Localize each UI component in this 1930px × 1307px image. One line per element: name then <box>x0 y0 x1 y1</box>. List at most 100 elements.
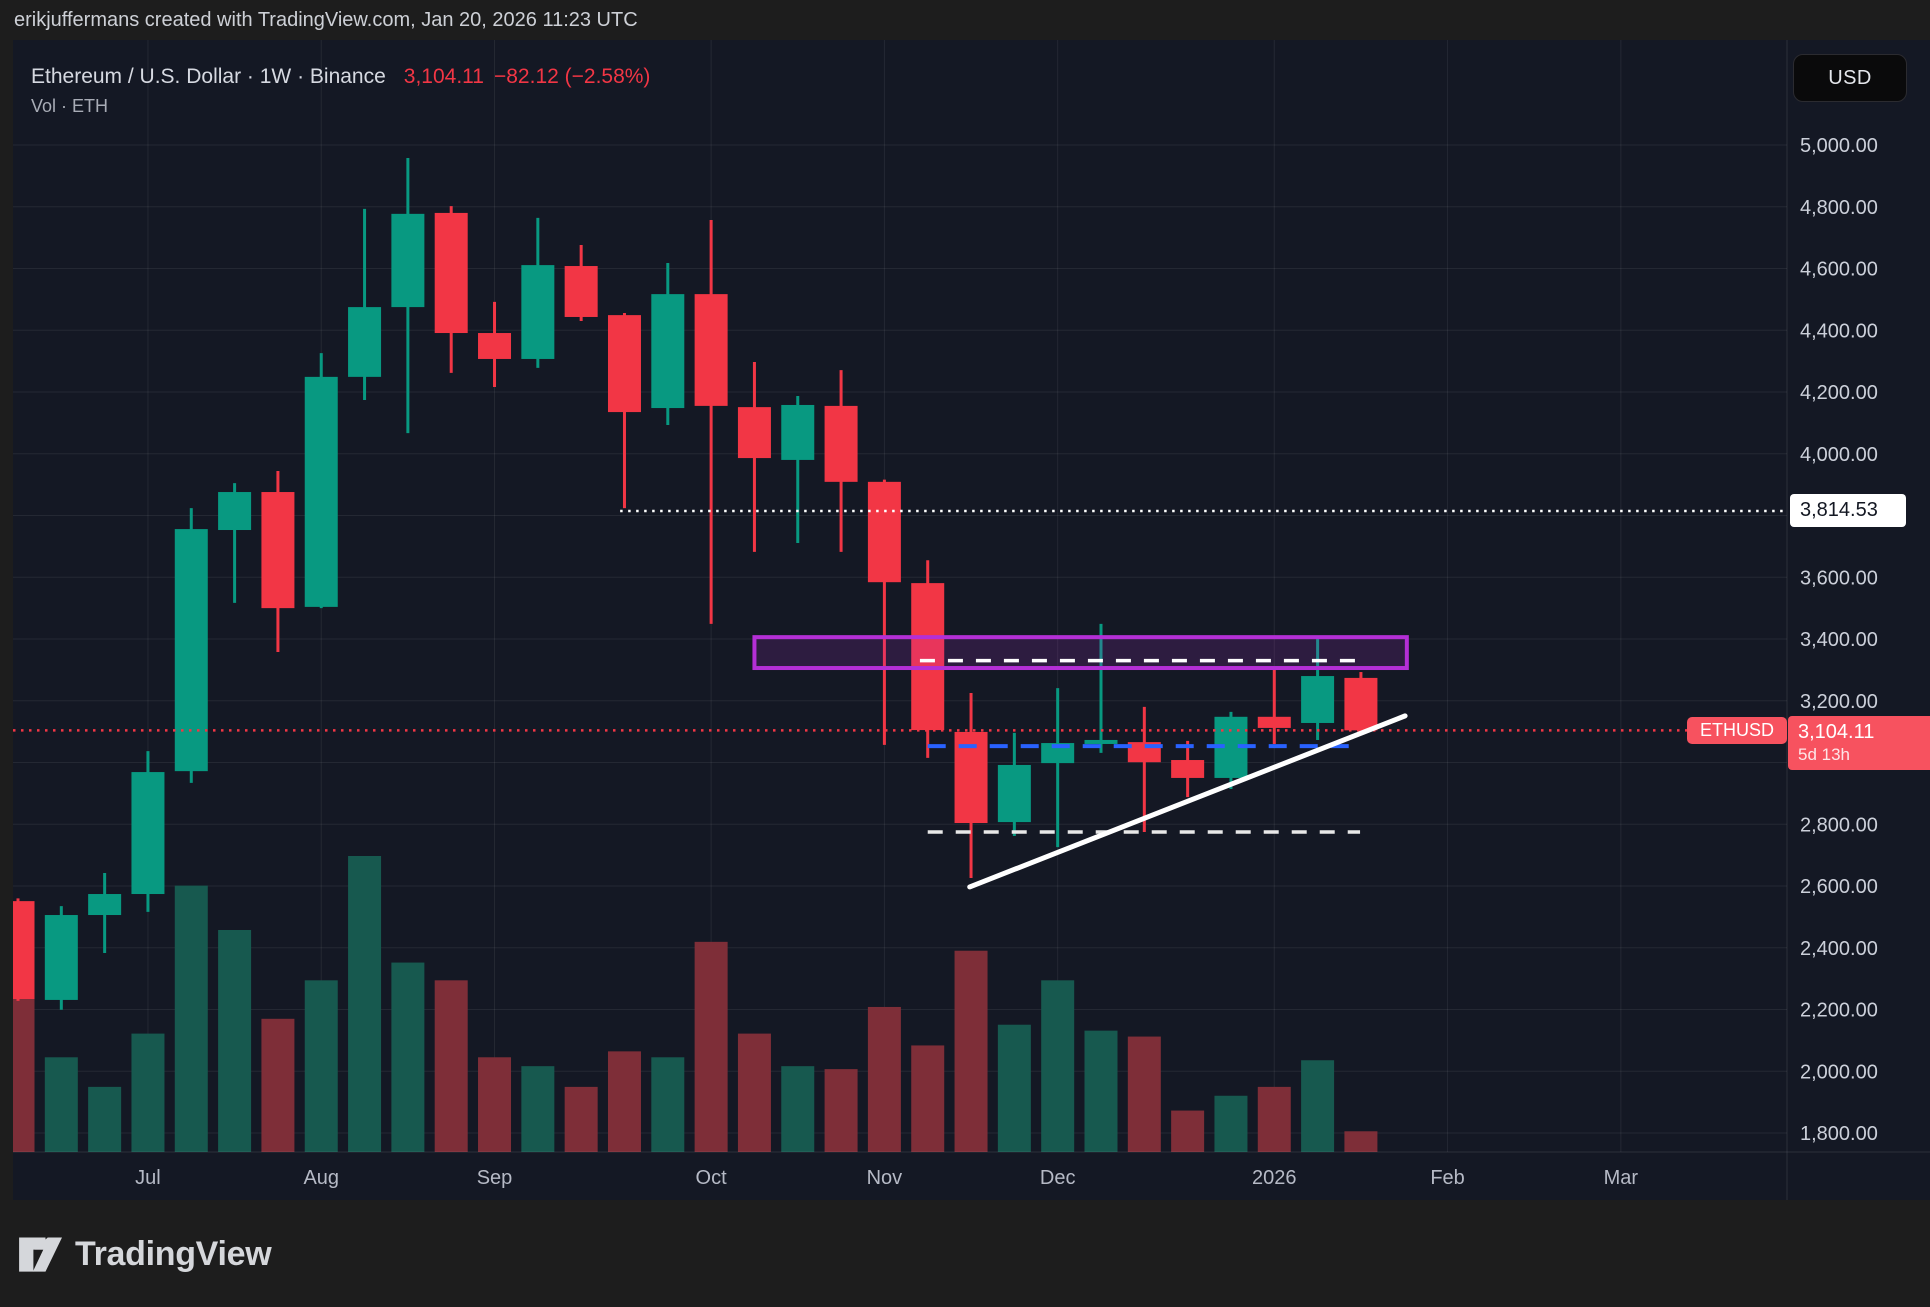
volume-bar <box>304 980 338 1152</box>
candle-body <box>478 333 512 359</box>
candle-body <box>1171 760 1205 778</box>
tradingview-logo-text: TradingView <box>75 1234 272 1273</box>
candle-body <box>694 294 728 406</box>
last-price-value: 3,104.11 <box>403 65 484 88</box>
price-tick-label: 2,000.00 <box>1800 1061 1878 1083</box>
time-tick-label: 2026 <box>1252 1167 1297 1189</box>
candle-body <box>88 894 122 916</box>
time-tick-label: Aug <box>303 1167 339 1189</box>
price-tick-label: 2,800.00 <box>1800 814 1878 836</box>
volume-bar <box>781 1066 815 1152</box>
symbol-tag-label: ETHUSD <box>1687 717 1787 744</box>
price-tick-label: 1,800.00 <box>1800 1123 1878 1145</box>
candle-body <box>607 315 641 413</box>
price-tick-label: 2,200.00 <box>1800 1000 1878 1022</box>
volume-bar <box>13 998 35 1152</box>
candle-body <box>44 915 78 1000</box>
candle-body <box>781 404 815 460</box>
volume-bar <box>997 1024 1031 1152</box>
time-tick-label: Oct <box>696 1167 728 1189</box>
price-tick-label: 2,600.00 <box>1800 876 1878 898</box>
tradingview-logo[interactable]: TradingView <box>18 1232 272 1276</box>
drawings <box>13 509 1787 890</box>
attribution-bar: erikjuffermans created with TradingView.… <box>14 0 638 40</box>
time-tick-label: Feb <box>1430 1167 1464 1189</box>
time-tick-label: Nov <box>867 1167 903 1189</box>
volume-bar <box>218 930 252 1152</box>
volume-bar <box>564 1086 598 1152</box>
price-tick-label: 4,000.00 <box>1800 444 1878 466</box>
candle-body <box>1084 739 1118 744</box>
time-tick-label: Jul <box>135 1167 161 1189</box>
candle-body <box>911 583 945 731</box>
volume-bar <box>174 885 208 1152</box>
candle-body <box>174 529 208 772</box>
candle-body <box>434 212 468 334</box>
price-tick-label: 4,400.00 <box>1800 320 1878 342</box>
candle-body <box>218 492 252 531</box>
volume-indicator-legend[interactable]: Vol · ETH <box>31 96 109 116</box>
candle-body <box>737 407 771 459</box>
trendline <box>967 713 1408 890</box>
volume-bar <box>694 941 728 1152</box>
volume-bar <box>434 980 468 1152</box>
candle-body <box>304 376 338 607</box>
candle-body <box>131 772 165 895</box>
volume-bar <box>1041 980 1075 1152</box>
symbol-title[interactable]: Ethereum / U.S. Dollar · 1W · Binance <box>31 65 386 88</box>
volume-bar <box>1171 1110 1205 1152</box>
candle-body <box>824 405 858 482</box>
volume-bar <box>521 1066 555 1152</box>
time-tick-label: Sep <box>477 1167 513 1189</box>
candle-body <box>867 481 901 583</box>
volume-bar <box>651 1057 685 1152</box>
price-tick-label: 5,000.00 <box>1800 135 1878 157</box>
last-price-axis-label: 3,104.11 5d 13h <box>1788 716 1930 770</box>
resistance-zone-box <box>752 635 1409 671</box>
volume-bar <box>1084 1030 1118 1152</box>
volume-bar <box>131 1033 165 1152</box>
tradingview-logo-icon <box>19 1237 62 1272</box>
price-tick-label: 4,600.00 <box>1800 259 1878 281</box>
candle-body <box>13 901 35 1000</box>
price-tick-label: 4,800.00 <box>1800 197 1878 219</box>
candle-body <box>261 492 295 609</box>
candle-body <box>521 265 555 359</box>
time-tick-label: Dec <box>1040 1167 1076 1189</box>
volume-bar <box>88 1086 122 1152</box>
volume-bar <box>1344 1131 1378 1152</box>
volume-bars <box>13 856 1378 1152</box>
candle-body <box>997 764 1031 823</box>
volume-bar <box>261 1018 295 1152</box>
candle-body <box>1257 716 1291 728</box>
candle-body <box>564 266 598 317</box>
price-tick-label: 3,600.00 <box>1800 567 1878 589</box>
volume-bar <box>478 1057 512 1152</box>
volume-bar <box>867 1006 901 1152</box>
price-tick-label: 4,200.00 <box>1800 382 1878 404</box>
candle-body <box>391 213 425 308</box>
volume-bar <box>954 950 988 1152</box>
volume-bar <box>348 856 382 1152</box>
attribution-text: erikjuffermans created with TradingView.… <box>14 8 638 31</box>
chart-legend[interactable]: Ethereum / U.S. Dollar · 1W · Binance 3,1… <box>31 65 650 89</box>
volume-bar <box>607 1051 641 1152</box>
volume-bar <box>737 1033 771 1152</box>
candle-body <box>1301 676 1335 723</box>
bar-countdown-text: 5d 13h <box>1798 745 1850 764</box>
volume-bar <box>1127 1036 1161 1152</box>
last-price-text: 3,104.11 <box>1798 721 1875 743</box>
high-price-axis-label: 3,814.53 <box>1790 494 1906 527</box>
volume-bar <box>1257 1086 1291 1152</box>
volume-bar <box>911 1045 945 1152</box>
volume-bar <box>44 1057 78 1152</box>
price-tick-label: 3,200.00 <box>1800 691 1878 713</box>
currency-toggle-button[interactable]: USD <box>1793 54 1907 102</box>
volume-bar <box>1214 1095 1248 1152</box>
price-tick-label: 3,400.00 <box>1800 629 1878 651</box>
time-axis-labels: Jul Aug Sep Oct Nov Dec 2026 Feb Mar <box>135 1167 1638 1189</box>
price-axis-labels: 5,000.00 4,800.00 4,600.00 4,400.00 4,200.00… <box>1800 135 1878 1145</box>
candle-body <box>651 294 685 409</box>
